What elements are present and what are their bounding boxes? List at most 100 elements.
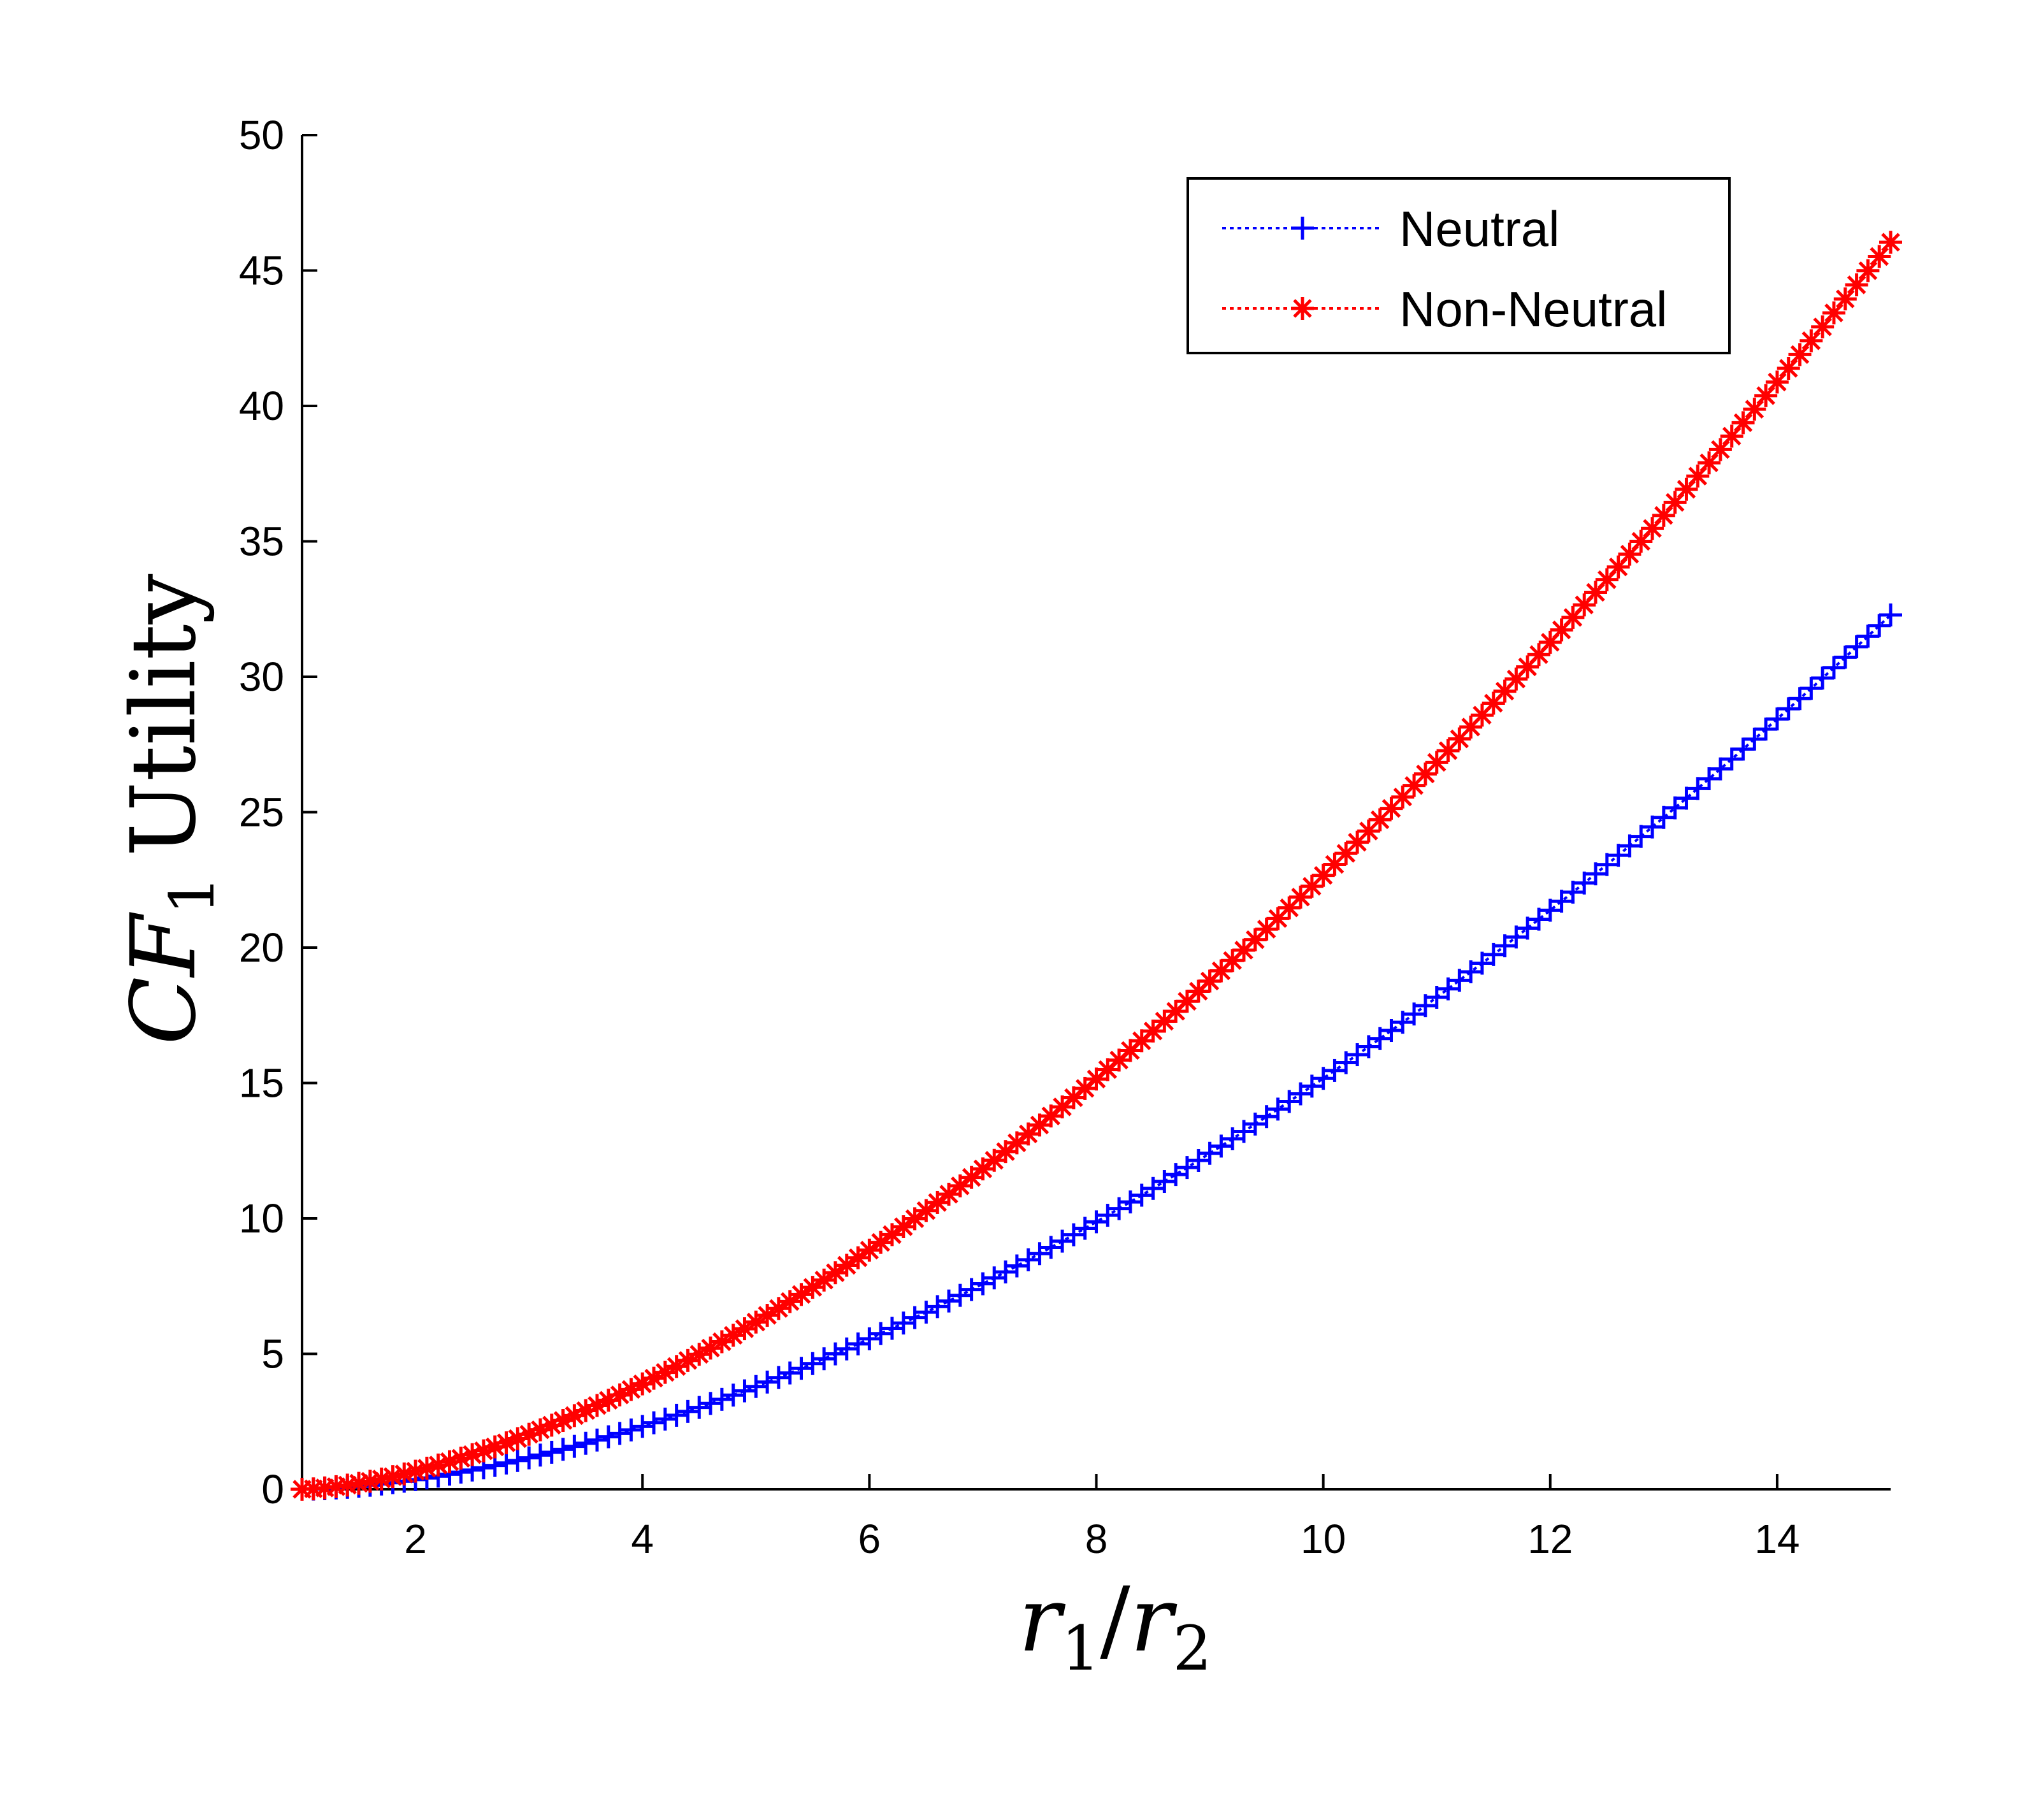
- legend-label: Non-Neutral: [1399, 281, 1668, 337]
- data-point: [1754, 718, 1778, 741]
- x-tick-label: 2: [404, 1516, 427, 1562]
- data-point: [585, 1428, 609, 1452]
- data-point: [880, 1317, 904, 1340]
- y-tick-label: 50: [239, 112, 284, 158]
- y-tick-label: 40: [239, 383, 284, 429]
- x-tick-label: 4: [631, 1516, 654, 1562]
- y-tick-label: 25: [239, 790, 284, 835]
- x-tick-label: 10: [1301, 1516, 1346, 1562]
- y-tick-label: 45: [239, 248, 284, 294]
- data-point: [1765, 370, 1789, 394]
- data-point: [426, 1453, 450, 1477]
- y-axis-title: CF1Utility: [112, 574, 228, 1044]
- data-point: [653, 1407, 677, 1431]
- legend: Neutral Non-Neutral: [1187, 177, 1731, 354]
- data-point: [1743, 727, 1766, 751]
- y-tick-label: 35: [239, 519, 284, 565]
- data-point: [1845, 635, 1868, 658]
- data-point: [869, 1322, 893, 1345]
- series-layer: [291, 231, 1902, 1501]
- data-point: [540, 1440, 563, 1464]
- data-point: [1005, 1254, 1028, 1278]
- data-point: [801, 1352, 825, 1375]
- data-point: [1856, 625, 1880, 648]
- data-point: [823, 1342, 847, 1366]
- legend-label: Neutral: [1399, 201, 1559, 257]
- x-tick-label: 14: [1754, 1516, 1800, 1562]
- data-point: [1085, 1067, 1108, 1091]
- data-point: [1822, 656, 1845, 679]
- data-point: [948, 1283, 972, 1307]
- data-point: [1777, 697, 1800, 721]
- data-point: [1822, 301, 1845, 325]
- data-point: [1800, 329, 1823, 352]
- data-point: [846, 1332, 870, 1355]
- data-point: [1663, 796, 1687, 820]
- data-point: [483, 1435, 507, 1459]
- data-point: [1720, 748, 1743, 771]
- y-tick-label: 20: [239, 925, 284, 971]
- x-tick-label: 6: [858, 1516, 881, 1562]
- data-point: [676, 1399, 700, 1423]
- data-point: [1879, 231, 1902, 254]
- data-point: [1606, 555, 1630, 579]
- data-point: [1800, 677, 1823, 700]
- data-point: [903, 1207, 927, 1231]
- data-point: [1833, 287, 1857, 311]
- data-point: [1051, 1229, 1074, 1253]
- data-point: [517, 1446, 541, 1470]
- x-axis-title: r1/r2: [1018, 1568, 1211, 1684]
- legend-entry: Non-Neutral: [1222, 281, 1668, 337]
- data-point: [1130, 1029, 1153, 1053]
- data-point: [744, 1375, 768, 1398]
- data-point: [869, 1231, 893, 1254]
- y-tick-label: 30: [239, 654, 284, 700]
- data-point: [1777, 356, 1800, 380]
- data-point: [563, 1434, 586, 1458]
- data-point: [835, 1337, 858, 1361]
- data-point: [733, 1379, 756, 1403]
- data-point: [1811, 315, 1835, 338]
- data-point: [767, 1366, 790, 1389]
- data-point: [619, 1418, 643, 1441]
- data-point: [891, 1311, 915, 1335]
- data-point: [971, 1272, 995, 1296]
- data-point: [1096, 1058, 1120, 1081]
- data-point: [574, 1431, 598, 1455]
- data-point: [608, 1422, 631, 1445]
- data-point: [812, 1347, 836, 1371]
- data-point: [1788, 343, 1812, 366]
- data-point: [937, 1289, 961, 1313]
- data-point: [1187, 979, 1210, 1003]
- x-tick-label: 8: [1085, 1516, 1108, 1562]
- x-ticks: 2 4 6 8 10 12 14: [404, 1474, 1800, 1562]
- data-point: [642, 1411, 666, 1434]
- data-point: [1675, 786, 1698, 810]
- data-point: [858, 1327, 881, 1350]
- y-tick-label: 10: [239, 1195, 284, 1241]
- data-point: [790, 1357, 813, 1380]
- data-point: [1629, 825, 1653, 848]
- data-point: [1062, 1223, 1085, 1246]
- data-point: [1686, 777, 1710, 800]
- data-point: [721, 1383, 745, 1407]
- data-point: [1016, 1248, 1040, 1271]
- legend-entry: Neutral: [1222, 201, 1559, 257]
- series-neutral: [291, 603, 1902, 1501]
- x-tick-label: 12: [1527, 1516, 1573, 1562]
- y-ticks: 0 5 10 15 20 25 30 35 40 45 50: [239, 112, 317, 1512]
- data-point: [1606, 844, 1630, 867]
- y-tick-label: 5: [261, 1331, 284, 1377]
- data-point: [381, 1465, 405, 1489]
- data-point: [823, 1261, 847, 1285]
- data-point: [903, 1306, 927, 1329]
- data-point: [1175, 990, 1199, 1013]
- data-point: [1731, 737, 1755, 761]
- data-point: [914, 1301, 938, 1324]
- data-point: [1561, 605, 1585, 629]
- data-point: [1868, 245, 1891, 268]
- data-point: [1708, 757, 1732, 781]
- data-point: [494, 1451, 518, 1475]
- data-point: [1731, 411, 1755, 435]
